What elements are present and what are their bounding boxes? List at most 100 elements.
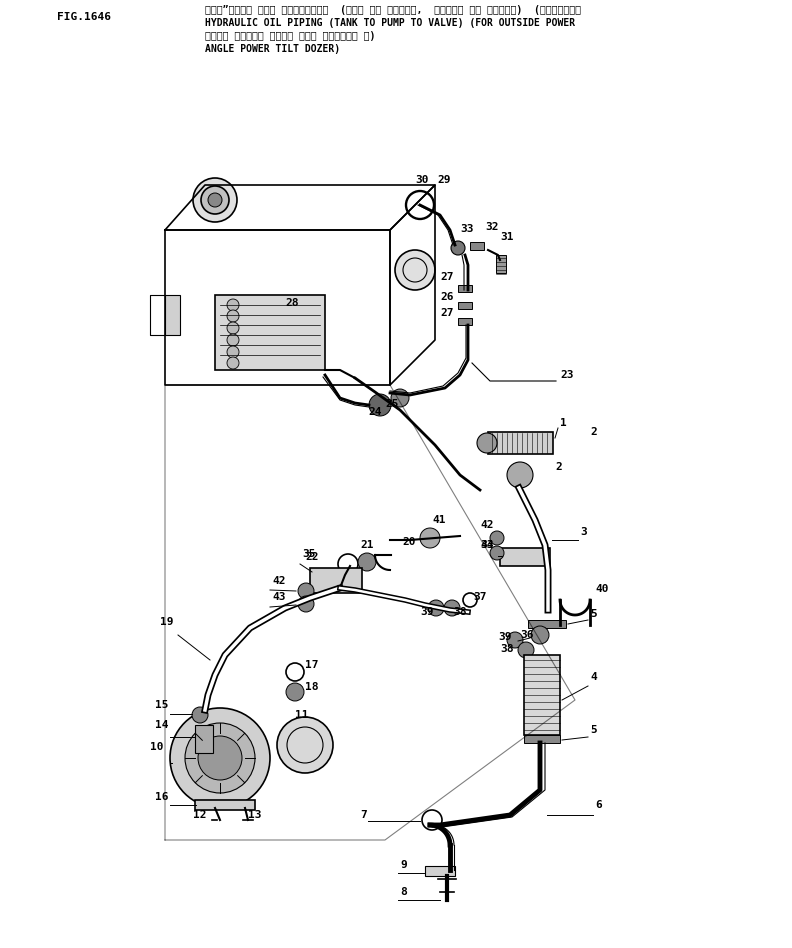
Circle shape: [490, 531, 504, 545]
Text: 39: 39: [420, 607, 433, 617]
Text: HYDRAULIC OIL PIPING (TANK TO PUMP TO VALVE) (FOR OUTSIDE POWER: HYDRAULIC OIL PIPING (TANK TO PUMP TO VA…: [205, 18, 575, 28]
Text: 19: 19: [160, 617, 173, 627]
Circle shape: [192, 707, 208, 723]
Circle shape: [490, 546, 504, 560]
Text: 38: 38: [453, 607, 466, 617]
Text: 21: 21: [360, 540, 374, 550]
Bar: [425, 866, 455, 876]
Text: 11: 11: [295, 710, 309, 720]
Circle shape: [477, 433, 497, 453]
Text: 26: 26: [440, 292, 454, 302]
Bar: [524, 735, 560, 743]
Text: 41: 41: [432, 515, 445, 525]
Text: 5: 5: [590, 725, 596, 735]
Circle shape: [391, 389, 409, 407]
Text: ハイト”ロリック オイル バイビング  (タンク カラ ブンブ,  ブンブ カラ バルブ)  (アウトサイド: ハイト”ロリック オイル バイビング (タンク カラ ブンブ, ブン…: [205, 5, 581, 15]
Bar: [524, 655, 560, 735]
Bar: [458, 318, 472, 325]
Text: 37: 37: [473, 592, 486, 602]
Circle shape: [518, 642, 534, 658]
Circle shape: [298, 583, 314, 599]
Circle shape: [193, 178, 237, 222]
Bar: [470, 242, 484, 250]
Text: 43: 43: [272, 592, 285, 602]
Text: 7: 7: [360, 810, 367, 820]
Text: 27: 27: [440, 308, 454, 318]
Text: 23: 23: [560, 370, 573, 380]
Text: 39: 39: [498, 632, 512, 642]
Text: 42: 42: [272, 576, 285, 586]
Text: 32: 32: [485, 222, 498, 232]
Text: バワー アングル バワー チルト ドーザー 用): バワー アングル バワー チルト ドーザー 用): [205, 31, 375, 41]
Circle shape: [531, 626, 549, 644]
Circle shape: [444, 600, 460, 616]
Bar: [500, 548, 550, 566]
Text: 16: 16: [155, 792, 169, 802]
Circle shape: [358, 553, 376, 571]
Text: 1: 1: [560, 418, 567, 428]
Text: 2: 2: [555, 462, 562, 472]
Circle shape: [428, 600, 444, 616]
Text: 28: 28: [285, 298, 299, 308]
Text: 8: 8: [400, 887, 407, 897]
Text: 10: 10: [150, 742, 163, 752]
Circle shape: [201, 186, 229, 214]
Circle shape: [227, 310, 239, 322]
Text: ANGLE POWER TILT DOZER): ANGLE POWER TILT DOZER): [205, 44, 340, 54]
Bar: [195, 725, 213, 753]
Text: 31: 31: [500, 232, 513, 242]
Circle shape: [286, 683, 304, 701]
Text: 40: 40: [595, 584, 608, 594]
Bar: [310, 568, 362, 593]
Text: 5: 5: [590, 609, 596, 619]
Text: 34: 34: [480, 540, 493, 550]
Text: 38: 38: [500, 644, 513, 654]
Bar: [528, 620, 566, 628]
Circle shape: [227, 357, 239, 369]
Bar: [458, 302, 472, 309]
Circle shape: [298, 596, 314, 612]
Text: 18: 18: [305, 682, 318, 692]
Bar: [165, 295, 180, 335]
Text: 30: 30: [415, 175, 428, 185]
Text: 24: 24: [368, 407, 382, 417]
Text: 35: 35: [302, 549, 315, 559]
Circle shape: [451, 241, 465, 255]
Text: 12: 12: [193, 810, 207, 820]
Text: 17: 17: [305, 660, 318, 670]
Circle shape: [227, 299, 239, 311]
Text: 13: 13: [248, 810, 261, 820]
Circle shape: [227, 346, 239, 358]
Circle shape: [277, 717, 333, 773]
Text: 43: 43: [480, 540, 493, 550]
Circle shape: [227, 322, 239, 334]
Circle shape: [208, 193, 222, 207]
Circle shape: [507, 632, 523, 648]
Text: 4: 4: [590, 672, 596, 682]
Bar: [195, 800, 255, 810]
Bar: [458, 285, 472, 292]
Text: 33: 33: [460, 224, 474, 234]
Circle shape: [420, 528, 440, 548]
Bar: [215, 295, 325, 370]
Circle shape: [507, 462, 533, 488]
Text: 20: 20: [402, 537, 416, 547]
Circle shape: [170, 708, 270, 808]
Text: 2: 2: [590, 427, 596, 437]
Bar: [488, 432, 553, 454]
Text: 22: 22: [305, 552, 318, 562]
Circle shape: [185, 723, 255, 793]
Text: 14: 14: [155, 720, 169, 730]
Text: FIG.1646: FIG.1646: [57, 12, 111, 22]
Bar: [496, 255, 506, 273]
Circle shape: [198, 736, 242, 780]
Circle shape: [227, 334, 239, 346]
Text: 3: 3: [580, 527, 587, 537]
Circle shape: [395, 250, 435, 290]
Text: 29: 29: [437, 175, 451, 185]
Text: 6: 6: [595, 800, 602, 810]
Text: 9: 9: [400, 860, 407, 870]
Text: 25: 25: [385, 399, 398, 409]
Text: 15: 15: [155, 700, 169, 710]
Text: 42: 42: [480, 520, 493, 530]
